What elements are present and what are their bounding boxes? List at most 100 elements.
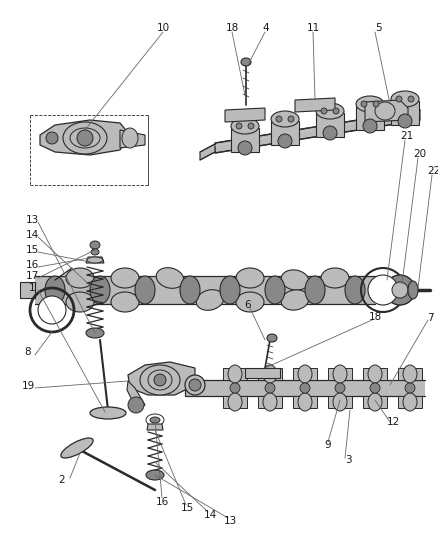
Text: 17: 17 [25, 271, 39, 281]
Ellipse shape [196, 289, 224, 310]
Ellipse shape [300, 383, 310, 393]
Ellipse shape [335, 383, 345, 393]
Ellipse shape [361, 101, 367, 107]
Ellipse shape [135, 276, 155, 304]
Text: 12: 12 [386, 417, 399, 427]
Ellipse shape [63, 122, 107, 154]
Polygon shape [223, 396, 247, 408]
Ellipse shape [316, 103, 344, 119]
Text: 5: 5 [374, 23, 381, 33]
Polygon shape [293, 368, 317, 380]
Polygon shape [40, 120, 130, 155]
Ellipse shape [263, 365, 277, 383]
Ellipse shape [128, 397, 144, 413]
Text: 22: 22 [427, 166, 438, 176]
Ellipse shape [263, 393, 277, 411]
Ellipse shape [408, 96, 414, 102]
Ellipse shape [333, 393, 347, 411]
Ellipse shape [77, 130, 93, 146]
Text: 9: 9 [325, 440, 331, 450]
Text: 21: 21 [400, 131, 413, 141]
Ellipse shape [408, 281, 418, 299]
Polygon shape [293, 396, 317, 408]
Polygon shape [365, 100, 408, 122]
Text: 15: 15 [25, 245, 39, 255]
Polygon shape [363, 396, 387, 408]
Ellipse shape [220, 276, 240, 304]
Ellipse shape [90, 241, 100, 249]
Ellipse shape [61, 438, 93, 458]
Ellipse shape [90, 276, 110, 304]
Ellipse shape [228, 393, 242, 411]
Ellipse shape [248, 123, 254, 129]
Ellipse shape [403, 393, 417, 411]
Ellipse shape [231, 118, 259, 134]
Ellipse shape [228, 365, 242, 383]
Text: 20: 20 [413, 149, 427, 159]
Ellipse shape [333, 108, 339, 114]
Ellipse shape [70, 128, 100, 148]
Polygon shape [245, 368, 280, 378]
Ellipse shape [66, 268, 94, 288]
Polygon shape [35, 276, 375, 304]
Ellipse shape [392, 282, 408, 298]
Text: 13: 13 [223, 516, 237, 526]
Ellipse shape [398, 114, 412, 128]
Ellipse shape [185, 375, 205, 395]
Text: 18: 18 [368, 312, 381, 322]
Text: 6: 6 [245, 300, 251, 310]
Polygon shape [316, 113, 344, 137]
Polygon shape [328, 368, 352, 380]
Ellipse shape [385, 275, 415, 305]
Ellipse shape [281, 290, 309, 310]
Ellipse shape [238, 141, 252, 155]
Ellipse shape [373, 101, 379, 107]
Ellipse shape [90, 407, 126, 419]
Ellipse shape [46, 132, 58, 144]
Ellipse shape [111, 268, 139, 288]
Ellipse shape [298, 393, 312, 411]
Ellipse shape [154, 374, 166, 386]
Polygon shape [225, 108, 265, 122]
Polygon shape [120, 130, 145, 148]
Ellipse shape [230, 383, 240, 393]
Polygon shape [363, 368, 387, 380]
Polygon shape [127, 381, 145, 410]
Polygon shape [258, 396, 282, 408]
Polygon shape [398, 396, 422, 408]
Polygon shape [328, 396, 352, 408]
Ellipse shape [278, 134, 292, 148]
Text: 10: 10 [156, 23, 170, 33]
Ellipse shape [150, 417, 160, 423]
Polygon shape [200, 144, 215, 160]
Ellipse shape [236, 268, 264, 288]
Polygon shape [295, 98, 335, 112]
Ellipse shape [146, 470, 164, 480]
Ellipse shape [281, 270, 309, 290]
Ellipse shape [363, 119, 377, 133]
Ellipse shape [323, 126, 337, 140]
Ellipse shape [276, 116, 282, 122]
Text: 7: 7 [427, 313, 433, 323]
Polygon shape [215, 110, 420, 153]
Ellipse shape [38, 296, 66, 324]
Ellipse shape [368, 275, 398, 305]
Ellipse shape [111, 292, 139, 312]
Ellipse shape [265, 276, 285, 304]
Ellipse shape [368, 365, 382, 383]
Ellipse shape [356, 96, 384, 112]
Ellipse shape [368, 393, 382, 411]
Polygon shape [185, 380, 425, 396]
Text: 8: 8 [25, 347, 31, 357]
Ellipse shape [321, 108, 327, 114]
Text: 16: 16 [25, 260, 39, 270]
Polygon shape [231, 128, 259, 152]
Text: 15: 15 [180, 503, 194, 513]
Text: 13: 13 [25, 215, 39, 225]
Polygon shape [398, 368, 422, 380]
Polygon shape [356, 106, 384, 130]
Polygon shape [86, 257, 104, 263]
Ellipse shape [45, 276, 65, 304]
Ellipse shape [298, 365, 312, 383]
Text: 14: 14 [25, 230, 39, 240]
